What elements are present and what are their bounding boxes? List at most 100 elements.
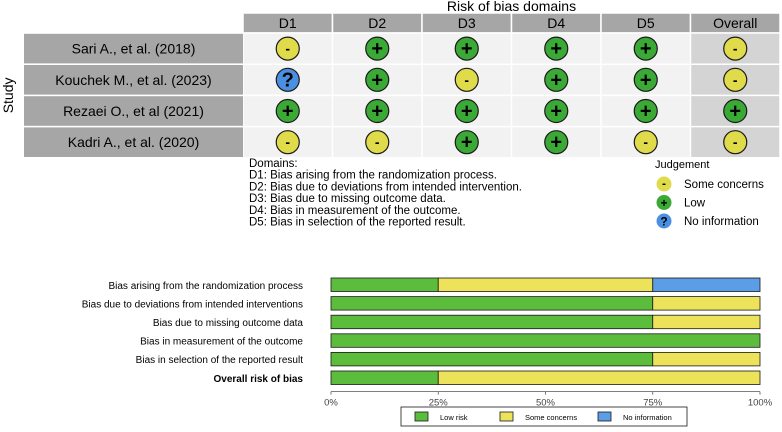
judgement-symbol: + xyxy=(640,69,652,91)
study-label-cell xyxy=(24,65,243,95)
judgement-noinfo-icon xyxy=(275,67,300,92)
judgement-symbol: + xyxy=(640,101,652,123)
judgement-low-icon xyxy=(275,98,300,124)
judgement-symbol: + xyxy=(282,101,294,123)
judgement-low-icon xyxy=(544,130,569,155)
bar-segment-some-concerns xyxy=(437,277,654,292)
judgement-symbol: + xyxy=(550,101,562,123)
judgement-symbol: - xyxy=(285,134,290,150)
judgement-some-icon xyxy=(723,130,748,155)
judgement-some-icon xyxy=(365,130,390,155)
legend-swatch xyxy=(499,411,514,422)
category-label: Bias due to missing outcome data xyxy=(153,318,304,329)
bar-segment-some-concerns xyxy=(652,314,761,330)
judgement-some-icon xyxy=(275,130,300,155)
judgement-low-icon xyxy=(633,36,658,61)
study-label: Kadri A., et al. (2020) xyxy=(68,134,200,150)
domain-note: D4: Bias in measurement of the outcome. xyxy=(249,205,461,217)
judgement-symbol: + xyxy=(550,132,562,154)
x-tick-label: 100% xyxy=(748,398,773,409)
legend-label: No information xyxy=(623,413,672,422)
legend-symbol: - xyxy=(662,177,666,191)
bar-segment-some-concerns xyxy=(652,352,761,367)
judgement-low-icon xyxy=(454,130,479,155)
legend-swatch xyxy=(597,411,612,422)
column-header-d2: D2 xyxy=(368,15,386,31)
category-label: Overall risk of bias xyxy=(214,374,304,385)
category-label: Bias due to deviations from intended int… xyxy=(82,299,303,310)
x-tick-label: 0% xyxy=(324,398,338,409)
judgement-symbol: + xyxy=(371,69,383,91)
judgement-low-icon xyxy=(365,98,390,124)
study-label-cell xyxy=(24,33,243,64)
domain-note: D2: Bias due to deviations from intended… xyxy=(249,181,522,193)
domain-note: D1: Bias arising from the randomization … xyxy=(249,170,497,182)
column-header-d5: D5 xyxy=(637,15,655,31)
judgement-some-icon xyxy=(723,67,748,92)
legend-swatch xyxy=(414,411,429,422)
bar-legend xyxy=(400,406,688,427)
judgement-low-icon xyxy=(454,98,479,124)
legend-low-icon xyxy=(656,195,672,210)
judgement-symbol: + xyxy=(550,69,562,91)
judgement-symbol: + xyxy=(729,101,741,123)
judgement-some-icon xyxy=(633,130,658,155)
domains-heading: Domains: xyxy=(249,158,298,170)
judgement-symbol: + xyxy=(461,132,473,154)
bar-segment-low-risk xyxy=(330,352,654,367)
legend-label: No information xyxy=(684,216,759,228)
judgement-low-icon xyxy=(454,36,479,61)
column-header-d1: D1 xyxy=(279,15,297,31)
bar-segment-some-concerns xyxy=(652,296,761,311)
x-tick-label: 50% xyxy=(536,398,556,409)
bar-segment-low-risk xyxy=(330,370,439,385)
summary-bar-plot: Bias arising from the randomization proc… xyxy=(82,277,773,427)
bar-segment-low-risk xyxy=(330,314,654,330)
domain-note: D5: Bias in selection of the reported re… xyxy=(249,217,466,229)
bar-segment-no-information xyxy=(652,277,761,292)
legend-label: Low xyxy=(684,198,706,210)
study-label: Sari A., et al. (2018) xyxy=(72,41,196,57)
bar-segment-low-risk xyxy=(330,333,761,348)
study-label: Kouchek M., et al. (2023) xyxy=(55,72,211,88)
traffic-light-plot: Risk of bias domains D1 D2 D3 D4 D5 Overall Stu… xyxy=(0,0,781,229)
judgement-symbol: + xyxy=(550,38,562,60)
judgement-low-icon xyxy=(544,36,569,61)
judgement-symbol: - xyxy=(733,72,738,88)
judgement-symbol: ? xyxy=(282,69,294,91)
column-header-d4: D4 xyxy=(547,15,565,31)
x-tick-label: 75% xyxy=(643,398,663,409)
study-label: Rezaei O., et al (2021) xyxy=(63,103,204,119)
row-axis-label: Study xyxy=(0,77,16,113)
column-header-overall: Overall xyxy=(713,15,757,31)
judgement-low-icon xyxy=(633,67,658,92)
study-label-cell xyxy=(24,96,243,126)
legend-label: Some concerns xyxy=(525,413,577,422)
judgement-low-icon xyxy=(365,67,390,92)
judgement-symbol: + xyxy=(640,38,652,60)
x-tick-label: 25% xyxy=(429,398,449,409)
chart-title: Risk of bias domains xyxy=(447,0,576,14)
judgement-low-icon xyxy=(544,98,569,124)
judgement-low-icon xyxy=(365,36,390,61)
judgement-symbol: + xyxy=(461,38,473,60)
judgement-low-icon xyxy=(544,67,569,92)
legend-noinfo-icon xyxy=(656,213,672,229)
legend-label: Some concerns xyxy=(684,179,764,191)
judgement-symbol: - xyxy=(733,41,738,57)
judgement-legend-title: Judgement xyxy=(655,159,709,171)
judgement-symbol: + xyxy=(461,101,473,123)
judgement-some-icon xyxy=(454,67,479,92)
bar-segment-low-risk xyxy=(330,277,439,292)
study-label-cell xyxy=(24,127,243,157)
domain-note: D3: Bias due to missing outcome data. xyxy=(249,193,446,205)
judgement-symbol: + xyxy=(371,38,383,60)
bar-segment-low-risk xyxy=(330,296,654,311)
judgement-symbol: + xyxy=(371,101,383,123)
judgement-symbol: - xyxy=(464,72,469,88)
bar-segment-some-concerns xyxy=(437,370,761,385)
judgement-symbol: - xyxy=(643,134,648,150)
judgement-low-icon xyxy=(633,98,658,124)
legend-label: Low risk xyxy=(440,413,468,422)
judgement-some-icon xyxy=(723,36,748,61)
